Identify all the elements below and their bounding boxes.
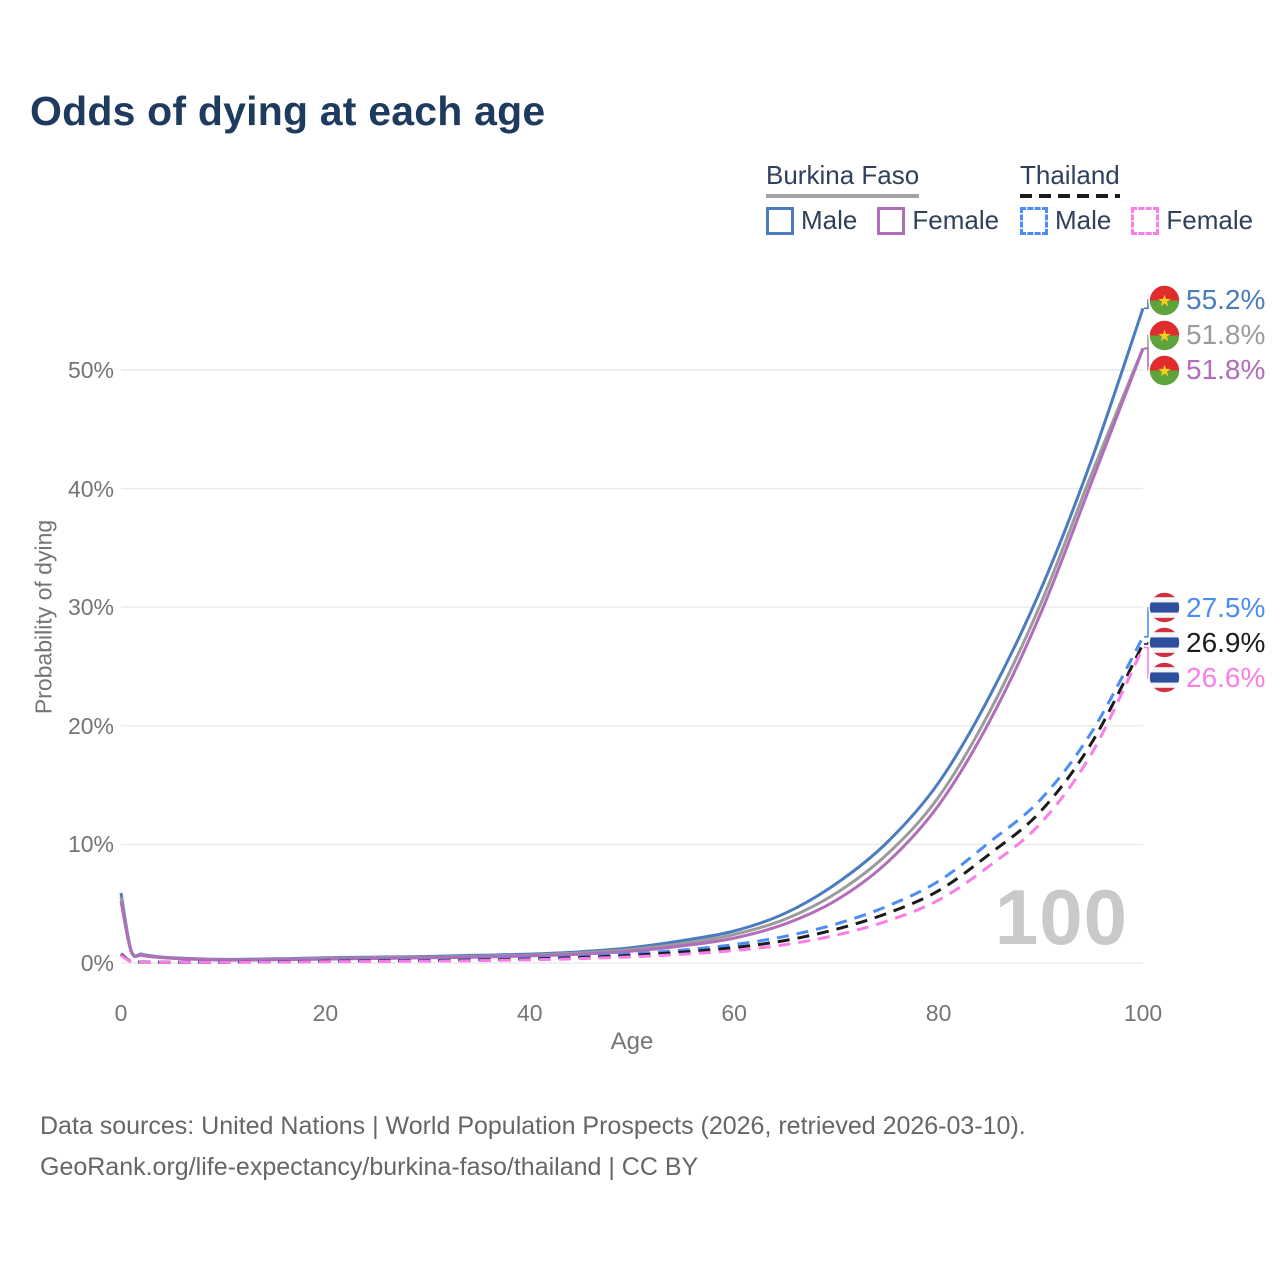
- legend-group-thailand: Thailand Male Female: [1020, 160, 1253, 236]
- legend-item-label: Male: [1055, 205, 1112, 235]
- end-value: 51.8%: [1186, 319, 1266, 350]
- data-sources-line1: Data sources: United Nations | World Pop…: [40, 1112, 1026, 1140]
- end-label-burkina-faso-female: 51.8%: [1148, 353, 1265, 387]
- solid-line-swatch-icon: [766, 206, 794, 235]
- end-value: 55.2%: [1186, 284, 1266, 315]
- end-value: 26.9%: [1186, 626, 1266, 658]
- legend-item-label: Female: [1166, 205, 1254, 235]
- legend-item-burkina-faso-male[interactable]: Male: [766, 205, 857, 236]
- end-label-thailand-both: 26.9%: [1148, 626, 1265, 660]
- thailand-flag-icon: [1148, 626, 1181, 660]
- legend-group-burkina-faso: Burkina Faso Male Female: [766, 160, 999, 236]
- burkina-faso-flag-icon: [1148, 318, 1181, 352]
- thailand-flag-icon: [1148, 591, 1181, 625]
- end-value: 27.5%: [1186, 591, 1266, 623]
- hovered-age-watermark: 100: [994, 873, 1128, 961]
- data-sources-line2: GeoRank.org/life-expectancy/burkina-faso…: [40, 1152, 699, 1181]
- page-title: Odds of dying at each age: [30, 88, 546, 134]
- legend-item-thailand-female[interactable]: Female: [1131, 205, 1253, 236]
- burkina-faso-flag-icon: [1148, 283, 1181, 317]
- legend-country-burkina-faso[interactable]: Burkina Faso: [766, 160, 920, 198]
- legend-item-label: Male: [801, 205, 858, 235]
- legend-item-burkina-faso-female[interactable]: Female: [877, 205, 999, 236]
- legend-item-label: Female: [912, 205, 1000, 235]
- end-value: 26.6%: [1186, 661, 1266, 693]
- burkina-faso-flag-icon: [1148, 353, 1181, 387]
- end-label-thailand-female: 26.6%: [1148, 661, 1265, 695]
- solid-line-swatch-icon: [877, 206, 906, 235]
- dashed-line-swatch-icon: [1020, 206, 1048, 235]
- end-label-burkina-faso-both: 51.8%: [1148, 318, 1265, 352]
- thailand-flag-icon: [1148, 661, 1181, 695]
- legend-country-thailand[interactable]: Thailand: [1020, 160, 1120, 198]
- end-label-burkina-faso-male: 55.2%: [1148, 283, 1265, 317]
- data-sources: Data sources: United Nations | World Pop…: [40, 1106, 1026, 1187]
- legend-item-thailand-male[interactable]: Male: [1020, 205, 1111, 236]
- dashed-line-swatch-icon: [1131, 206, 1160, 235]
- end-value: 51.8%: [1186, 354, 1266, 385]
- end-label-thailand-male: 27.5%: [1148, 591, 1265, 625]
